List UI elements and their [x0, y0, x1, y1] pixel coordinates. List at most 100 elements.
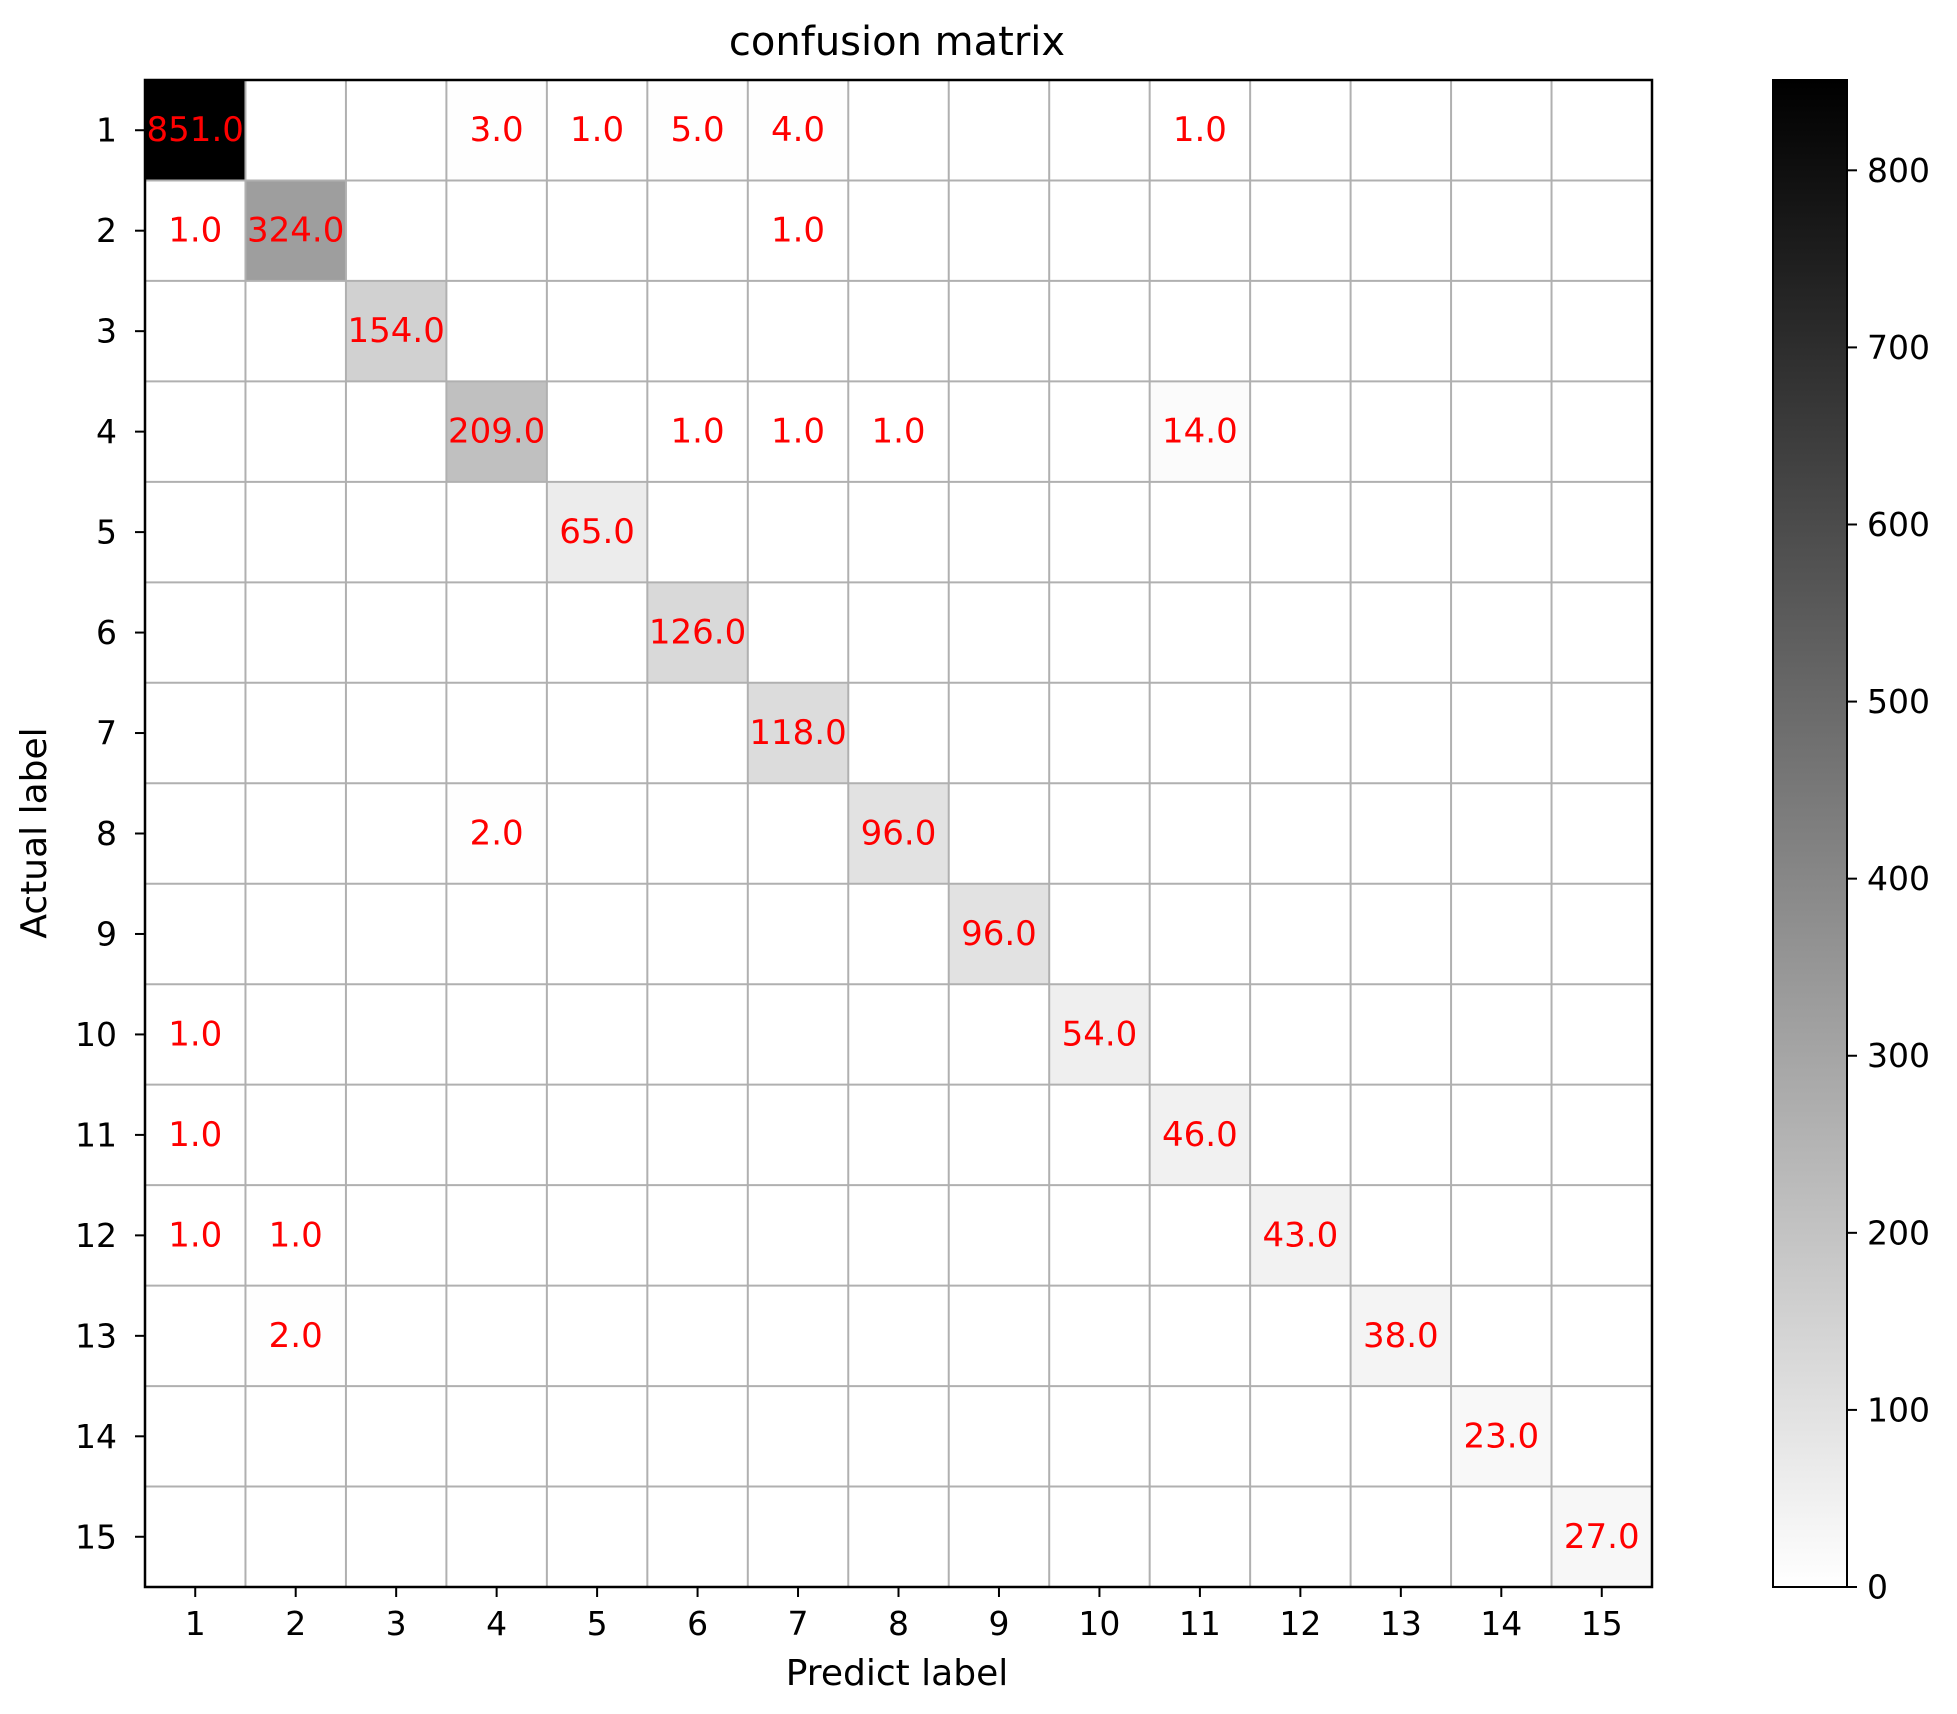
heatmap-cell — [245, 682, 346, 784]
heatmap-cell — [245, 582, 346, 683]
heatmap-cell — [1551, 1084, 1652, 1186]
cell-value-label: 1.0 — [1173, 110, 1227, 150]
heatmap-cell — [1049, 1386, 1150, 1487]
x-tick-label: 14 — [1480, 1604, 1522, 1643]
heatmap-cell — [747, 80, 849, 181]
heatmap-cell — [345, 381, 447, 482]
heatmap-cell — [948, 682, 1050, 784]
heatmap-cell — [647, 280, 748, 382]
heatmap-cell — [1049, 682, 1150, 784]
heatmap-cell — [245, 80, 346, 181]
heatmap-cell — [948, 582, 1050, 683]
heatmap-cell — [1551, 1285, 1652, 1387]
heatmap-cell — [446, 1486, 547, 1587]
heatmap-cell — [848, 1084, 949, 1186]
heatmap-cell — [145, 180, 246, 281]
heatmap-cell — [948, 1185, 1050, 1286]
heatmap-cell — [1451, 1486, 1552, 1587]
heatmap-cell — [145, 783, 246, 884]
heatmap-cell — [446, 381, 547, 482]
heatmap-cell — [1350, 1486, 1452, 1587]
heatmap-cell — [145, 280, 246, 382]
cell-value-label: 1.0 — [168, 1014, 222, 1054]
heatmap-cell — [1149, 280, 1251, 382]
heatmap-cell — [1350, 1285, 1452, 1387]
heatmap-cell — [1551, 1486, 1652, 1587]
cell-value-label: 38.0 — [1363, 1316, 1439, 1356]
heatmap-cell — [1551, 682, 1652, 784]
cell-value-label: 96.0 — [861, 814, 937, 854]
cell-value-label: 46.0 — [1162, 1115, 1238, 1155]
heatmap-cell — [747, 1185, 849, 1286]
heatmap-cell — [546, 1285, 648, 1387]
x-axis-ticks: 1 2 3 4 5 6 7 8 9 10 11 12 13 14 15 — [185, 1587, 1623, 1643]
heatmap-cell — [245, 783, 346, 884]
colorbar-tick-label: 300 — [1867, 1036, 1930, 1075]
heatmap-cell — [546, 481, 648, 583]
heatmap-cell — [345, 80, 447, 181]
cell-value-label: 1.0 — [168, 1215, 222, 1255]
heatmap-cell — [1149, 1386, 1251, 1487]
heatmap-cell — [446, 783, 547, 884]
heatmap-cell — [1551, 180, 1652, 281]
heatmap-cell — [1551, 783, 1652, 884]
heatmap-cell — [345, 883, 447, 985]
heatmap-cell — [145, 80, 246, 181]
heatmap-cell — [1049, 1084, 1150, 1186]
heatmap-cell — [1250, 80, 1351, 181]
x-tick-label: 9 — [988, 1604, 1009, 1643]
x-tick-label: 4 — [486, 1604, 507, 1643]
heatmap-cell — [546, 984, 648, 1085]
heatmap-cell — [345, 280, 447, 382]
cell-value-label: 126.0 — [649, 613, 746, 653]
heatmap-cell — [948, 180, 1050, 281]
heatmap-cell — [747, 984, 849, 1085]
heatmap-cell — [1149, 984, 1251, 1085]
heatmap-cell — [848, 80, 949, 181]
heatmap-cell — [948, 1084, 1050, 1186]
heatmap-cell — [1451, 883, 1552, 985]
heatmap-cell — [848, 883, 949, 985]
heatmap-cell — [546, 783, 648, 884]
heatmap-cell — [145, 481, 246, 583]
heatmap-cell — [1250, 582, 1351, 683]
heatmap-cell — [948, 481, 1050, 583]
heatmap-cell — [446, 1084, 547, 1186]
heatmap-cell — [948, 1386, 1050, 1487]
heatmap-cell — [1451, 682, 1552, 784]
cell-value-label: 1.0 — [871, 412, 925, 452]
heatmap-cell — [747, 481, 849, 583]
heatmap-cell — [1451, 80, 1552, 181]
heatmap-cell — [446, 1185, 547, 1286]
y-tick-label: 5 — [96, 513, 117, 552]
heatmap-cell — [446, 984, 547, 1085]
heatmap-cell — [1149, 682, 1251, 784]
heatmap-cell — [1250, 783, 1351, 884]
heatmap-cell — [1451, 280, 1552, 382]
heatmap-cell — [1049, 381, 1150, 482]
heatmap-cell — [245, 1285, 346, 1387]
heatmap-cell — [1551, 582, 1652, 683]
heatmap-cell — [1551, 1185, 1652, 1286]
heatmap-cell — [446, 481, 547, 583]
x-tick-label: 11 — [1179, 1604, 1221, 1643]
heatmap-cell — [747, 1386, 849, 1487]
x-tick-label: 12 — [1279, 1604, 1321, 1643]
cell-value-label: 14.0 — [1162, 412, 1238, 452]
y-axis-label: Actual label — [14, 727, 55, 938]
heatmap-cell — [747, 280, 849, 382]
heatmap-cell — [747, 1285, 849, 1387]
heatmap-cell — [948, 381, 1050, 482]
heatmap-cell — [647, 180, 748, 281]
heatmap-cell — [1049, 984, 1150, 1085]
y-tick-label: 10 — [75, 1015, 117, 1054]
colorbar — [1772, 79, 1848, 1588]
heatmap-cell — [1350, 682, 1452, 784]
heatmap-cell — [948, 883, 1050, 985]
cell-value-label: 96.0 — [961, 914, 1037, 954]
cell-value-label: 5.0 — [671, 110, 725, 150]
heatmap-cell — [345, 682, 447, 784]
heatmap-cell — [245, 1386, 346, 1487]
heatmap-cell — [546, 1084, 648, 1186]
